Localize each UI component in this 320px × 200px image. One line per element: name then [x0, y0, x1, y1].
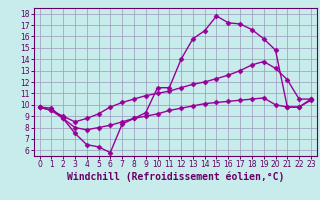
X-axis label: Windchill (Refroidissement éolien,°C): Windchill (Refroidissement éolien,°C) [67, 172, 284, 182]
